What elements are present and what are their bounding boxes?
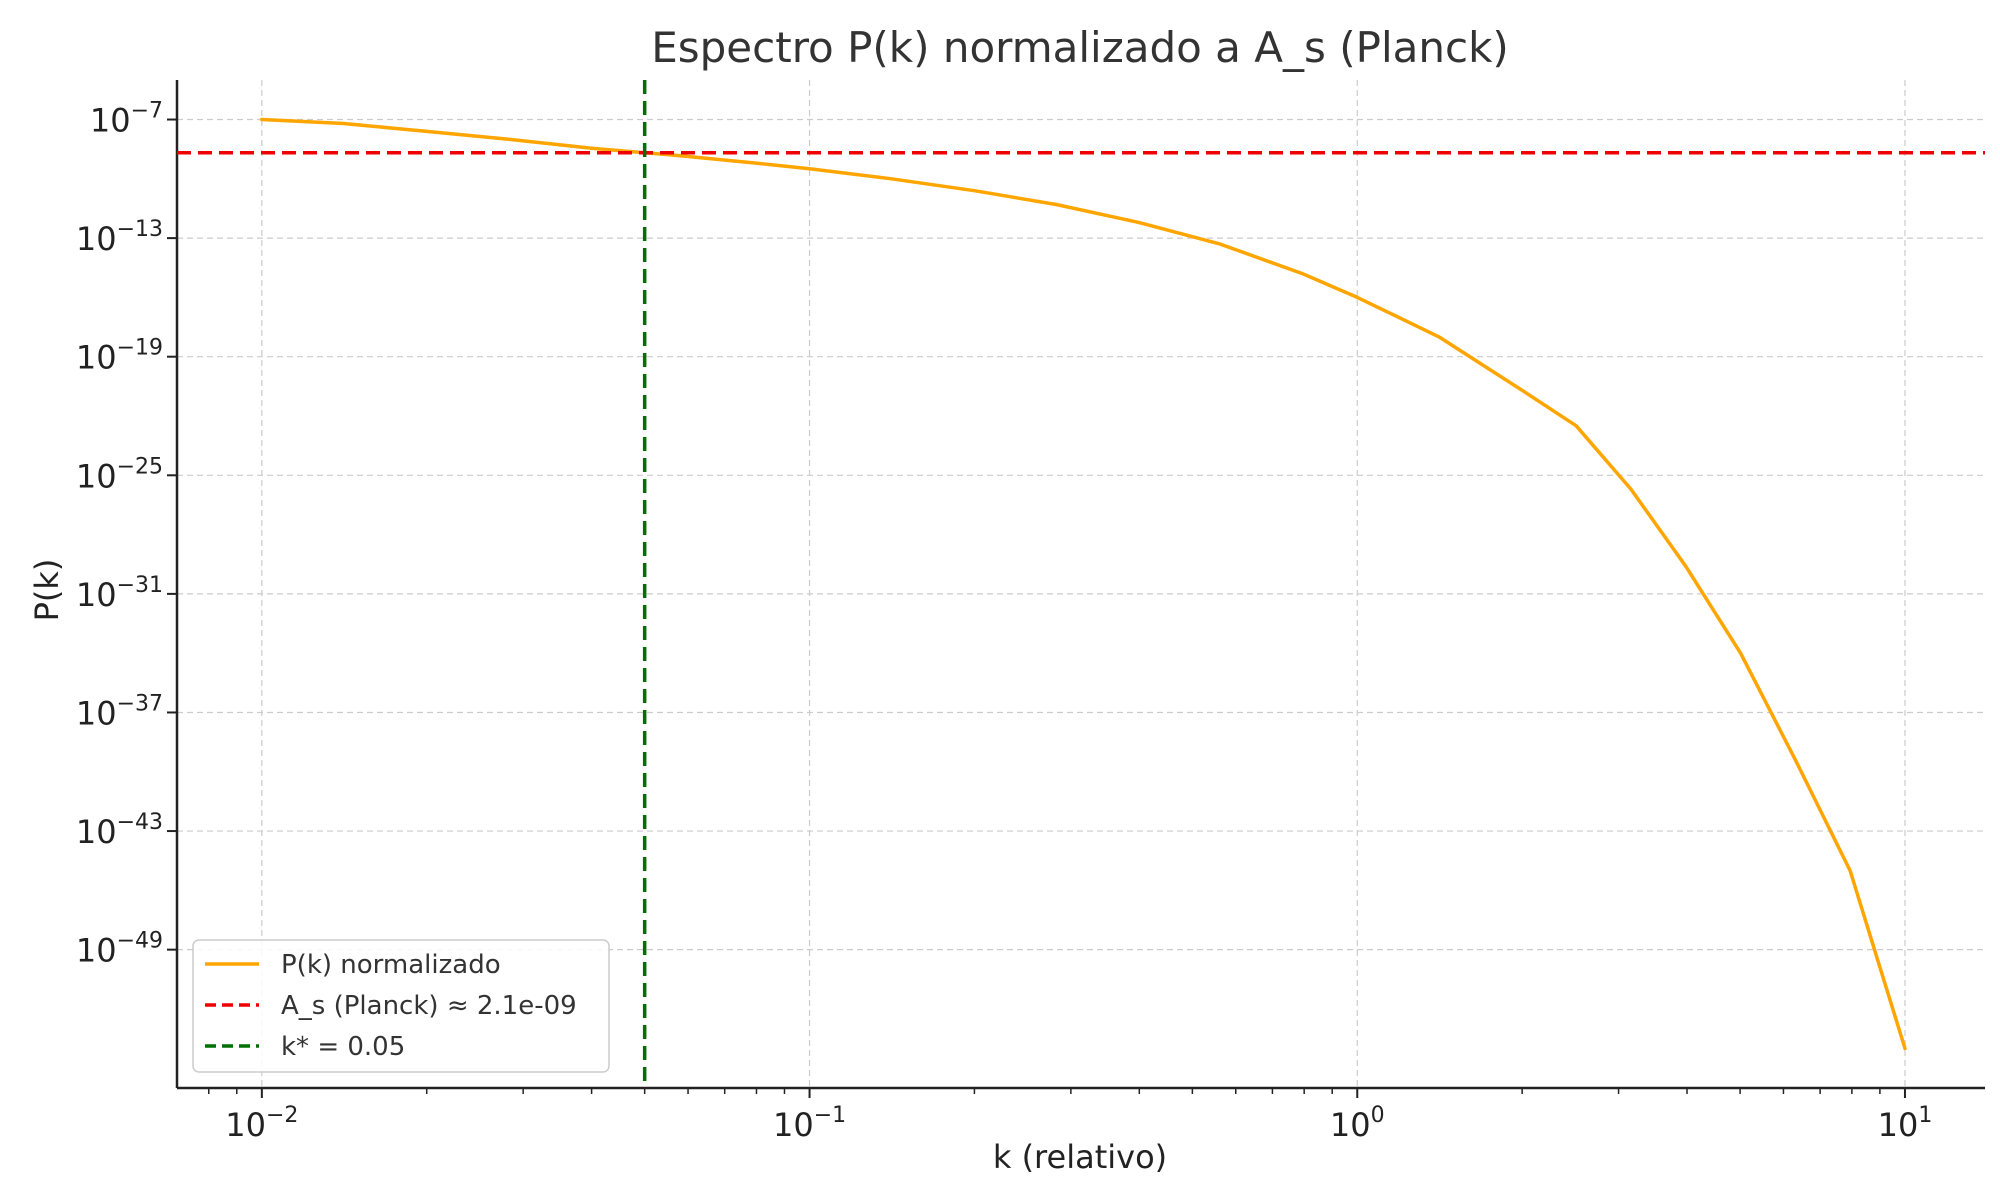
y-axis-label: P(k) bbox=[28, 559, 66, 622]
series-line-pk bbox=[260, 117, 1907, 1051]
y-tick-label: 10−25 bbox=[76, 454, 163, 495]
y-tick-label: 10−7 bbox=[90, 99, 163, 140]
ticks: 10−2 10−1 100 101 10−7 10−13 10−19 10−25 10−31 10… bbox=[76, 99, 1932, 1144]
legend-label: k* = 0.05 bbox=[281, 1032, 405, 1062]
axes bbox=[175, 80, 1985, 1090]
legend-box bbox=[192, 939, 610, 1073]
chart-title: Espectro P(k) normalizado a A_s (Planck) bbox=[651, 23, 1509, 72]
x-tick-label: 10−1 bbox=[773, 1103, 846, 1144]
y-tick-label: 10−31 bbox=[76, 573, 163, 614]
plot-area bbox=[177, 80, 1985, 1088]
legend-label: P(k) normalizado bbox=[281, 950, 501, 980]
y-tick-label: 10−13 bbox=[76, 217, 163, 258]
y-tick-label: 10−19 bbox=[76, 336, 163, 377]
x-tick-label: 100 bbox=[1330, 1103, 1385, 1144]
legend: P(k) normalizado A_s (Planck) ≈ 2.1e-09 k*… bbox=[192, 939, 610, 1073]
y-tick-label: 10−43 bbox=[76, 810, 163, 851]
grid bbox=[177, 80, 1985, 1088]
x-tick-label: 10−2 bbox=[225, 1103, 298, 1144]
y-tick-label: 10−49 bbox=[76, 929, 163, 970]
y-tick-label: 10−37 bbox=[76, 691, 163, 732]
x-axis-label: k (relativo) bbox=[993, 1138, 1167, 1176]
x-tick-label: 101 bbox=[1878, 1103, 1933, 1144]
legend-label: A_s (Planck) ≈ 2.1e-09 bbox=[281, 991, 577, 1021]
